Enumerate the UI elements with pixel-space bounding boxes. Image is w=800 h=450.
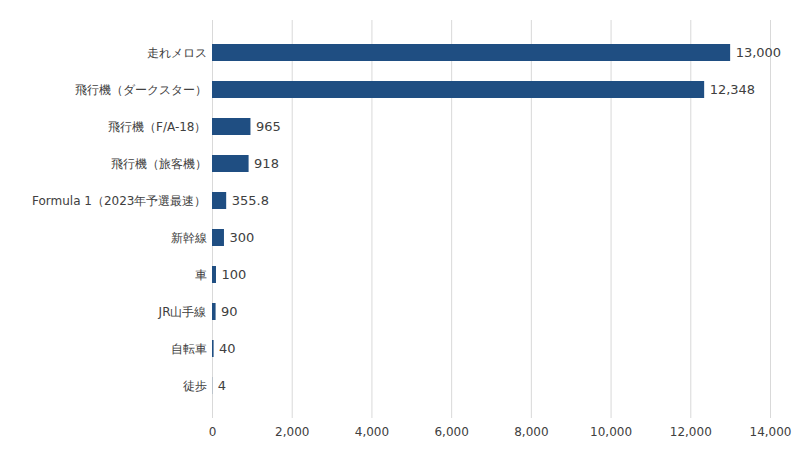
- svg-text:JR山手線: JR山手線: [158, 305, 207, 319]
- svg-text:14,000: 14,000: [750, 425, 792, 439]
- svg-text:100: 100: [221, 267, 246, 282]
- svg-text:965: 965: [256, 119, 281, 134]
- svg-text:4: 4: [218, 378, 226, 393]
- svg-text:飛行機（ダークスター）: 飛行機（ダークスター）: [75, 83, 207, 97]
- svg-text:車: 車: [195, 268, 207, 282]
- svg-text:6,000: 6,000: [434, 425, 468, 439]
- svg-text:355.8: 355.8: [232, 193, 269, 208]
- svg-text:40: 40: [219, 341, 236, 356]
- svg-text:Formula 1（2023年予選最速）: Formula 1（2023年予選最速）: [32, 194, 207, 208]
- svg-text:自転車: 自転車: [171, 342, 207, 356]
- svg-text:新幹線: 新幹線: [171, 231, 207, 245]
- svg-text:飛行機（F/A-18）: 飛行機（F/A-18）: [108, 120, 207, 134]
- svg-text:13,000: 13,000: [736, 45, 782, 60]
- svg-text:12,348: 12,348: [710, 82, 756, 97]
- svg-text:8,000: 8,000: [514, 425, 548, 439]
- svg-text:90: 90: [221, 304, 238, 319]
- svg-text:2,000: 2,000: [275, 425, 309, 439]
- svg-text:0: 0: [209, 425, 217, 439]
- svg-text:10,000: 10,000: [590, 425, 632, 439]
- svg-text:4,000: 4,000: [355, 425, 389, 439]
- svg-text:918: 918: [254, 156, 279, 171]
- svg-text:300: 300: [229, 230, 254, 245]
- svg-text:12,000: 12,000: [670, 425, 712, 439]
- svg-text:走れメロス: 走れメロス: [147, 46, 207, 60]
- svg-text:飛行機（旅客機）: 飛行機（旅客機）: [111, 157, 207, 171]
- svg-text:徒歩: 徒歩: [183, 379, 207, 393]
